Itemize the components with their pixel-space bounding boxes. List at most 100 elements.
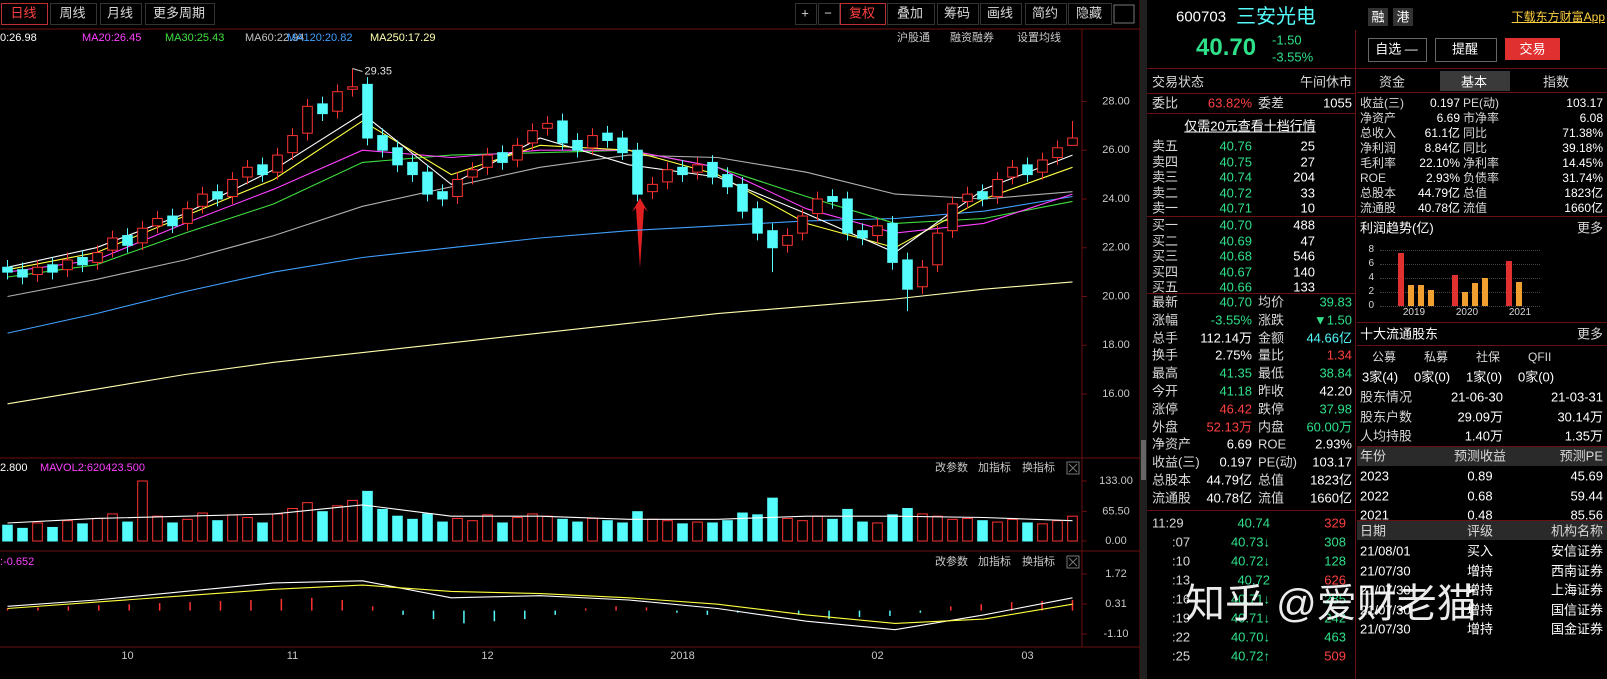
period-tab[interactable]: 周线 <box>59 5 86 21</box>
indicator-button[interactable]: 加指标 <box>978 554 1011 568</box>
chart-link[interactable]: 设置均线 <box>1017 30 1061 44</box>
tool-button[interactable] <box>1068 3 1112 25</box>
action-button[interactable]: 提醒 <box>1451 41 1479 57</box>
candle-body <box>452 178 463 198</box>
scrollbar[interactable] <box>1140 0 1147 679</box>
tool-button[interactable]: − <box>824 5 832 21</box>
action-button[interactable]: 交易 <box>1519 41 1546 57</box>
table-cell: 国金证券 <box>1550 621 1603 637</box>
table-cell: 21/08/01 <box>1360 543 1411 559</box>
indicator-button[interactable]: 换指标 <box>1022 460 1055 474</box>
close-icon[interactable] <box>1066 555 1080 569</box>
fund-label: 净利润 <box>1360 141 1397 155</box>
table-header: 预测收益 <box>1453 448 1507 464</box>
close-icon[interactable] <box>1068 463 1078 473</box>
action-button[interactable] <box>1435 38 1497 62</box>
watermark: 知乎 @爱财老猫 <box>1185 582 1477 626</box>
info-tab[interactable]: 基本 <box>1460 74 1488 90</box>
more-link[interactable]: 更多 <box>1576 326 1603 342</box>
close-icon[interactable] <box>1068 557 1078 567</box>
holder-value: 1.35万 <box>1564 428 1603 444</box>
tool-button[interactable]: + <box>801 5 809 21</box>
app-link[interactable]: 下载东方财富App <box>1511 10 1605 24</box>
trade-volume: 463 <box>1324 629 1346 645</box>
stat-label: 今开 <box>1152 383 1179 399</box>
indicator-button[interactable]: 换指标 <box>1022 554 1055 568</box>
volume-bar <box>857 521 868 542</box>
indicator-button[interactable]: 加指标 <box>978 460 1011 474</box>
period-tab[interactable] <box>100 3 142 25</box>
period-tab[interactable]: 日线 <box>10 5 37 21</box>
tool-button[interactable] <box>937 3 979 25</box>
more-link[interactable]: 更多 <box>1576 220 1603 236</box>
period-tab[interactable]: 更多周期 <box>152 5 206 21</box>
trade-price: 40.71↓ <box>1230 591 1270 607</box>
ma-legend: MA250:17.29 <box>370 32 435 44</box>
table-header-bg <box>1357 447 1607 466</box>
tool-button[interactable] <box>1025 3 1067 25</box>
chart-link[interactable]: 融资融券 <box>950 30 994 44</box>
tool-button[interactable]: 筹码 <box>943 5 971 21</box>
tool-button[interactable]: 简约 <box>1031 5 1059 21</box>
tool-button[interactable] <box>840 3 886 25</box>
fund-value: 6.08 <box>1579 111 1603 125</box>
fund-label: PE(动) <box>1463 96 1500 110</box>
volume-bar <box>122 521 133 542</box>
badge: 融 <box>1371 9 1385 25</box>
candle-body <box>872 225 883 237</box>
fund-value: 1660亿 <box>1564 201 1603 215</box>
fullscreen-icon[interactable] <box>1113 4 1135 24</box>
scroll-handle[interactable] <box>1141 440 1146 480</box>
table-header: 日期 <box>1360 523 1387 539</box>
tool-button[interactable] <box>887 3 935 25</box>
period-tab[interactable] <box>50 3 97 25</box>
action-button[interactable] <box>1368 38 1427 62</box>
trade-time: :19 <box>1172 610 1191 626</box>
holder-type: QFII <box>1528 350 1552 364</box>
trade-price: 40.72↓ <box>1230 553 1270 569</box>
volume-bar <box>692 521 703 542</box>
mini-y-label: 0 <box>1368 300 1374 311</box>
info-tab[interactable]: 指数 <box>1542 74 1570 90</box>
stat-label: 换手 <box>1152 347 1179 363</box>
volume-bar <box>332 505 343 542</box>
trade-price: 40.72 <box>1237 572 1270 588</box>
trade-price: 40.72↑ <box>1230 648 1270 664</box>
volume-bar <box>1022 522 1033 542</box>
promo-link[interactable]: 仅需20元查看十档行情 <box>1184 118 1316 134</box>
book-volume: 140 <box>1293 264 1315 279</box>
indicator-button[interactable]: 改参数 <box>935 554 968 568</box>
period-tab[interactable]: 月线 <box>106 5 134 21</box>
volume-bar <box>722 520 733 542</box>
y-tick-label: 26.00 <box>1102 144 1130 156</box>
table-cell: 2022 <box>1360 488 1389 503</box>
candle-body <box>662 169 673 183</box>
tool-button[interactable] <box>818 3 840 25</box>
period-tab[interactable] <box>145 3 215 25</box>
tool-button[interactable]: 画线 <box>986 5 1014 21</box>
tool-button[interactable] <box>980 3 1022 25</box>
indicator-button[interactable]: 改参数 <box>935 460 968 474</box>
stat-label: 总值 <box>1258 472 1285 488</box>
badge <box>1368 8 1388 26</box>
fund-label: 毛利率 <box>1360 156 1397 170</box>
candle-body <box>722 174 733 188</box>
volume-bar <box>467 520 478 542</box>
tool-button[interactable]: 叠加 <box>896 5 924 21</box>
trade-time: :16 <box>1172 591 1191 607</box>
book-label: 买二 <box>1152 233 1179 248</box>
info-tab[interactable]: 资金 <box>1378 74 1406 90</box>
holder-type: 社保 <box>1476 350 1501 364</box>
volume-bar <box>572 521 583 542</box>
action-button[interactable] <box>1505 38 1560 60</box>
profit-bar <box>1398 252 1404 306</box>
volume-bar <box>797 520 808 542</box>
close-icon[interactable] <box>1066 461 1080 475</box>
table-cell: 买入 <box>1466 543 1494 559</box>
period-tab[interactable] <box>1 3 48 25</box>
tool-button[interactable] <box>795 3 817 25</box>
tool-button[interactable]: 隐藏 <box>1075 5 1103 21</box>
tool-button[interactable]: 复权 <box>848 5 876 21</box>
action-button[interactable]: 自选 — <box>1375 41 1418 57</box>
chart-link[interactable]: 沪股通 <box>897 30 930 44</box>
